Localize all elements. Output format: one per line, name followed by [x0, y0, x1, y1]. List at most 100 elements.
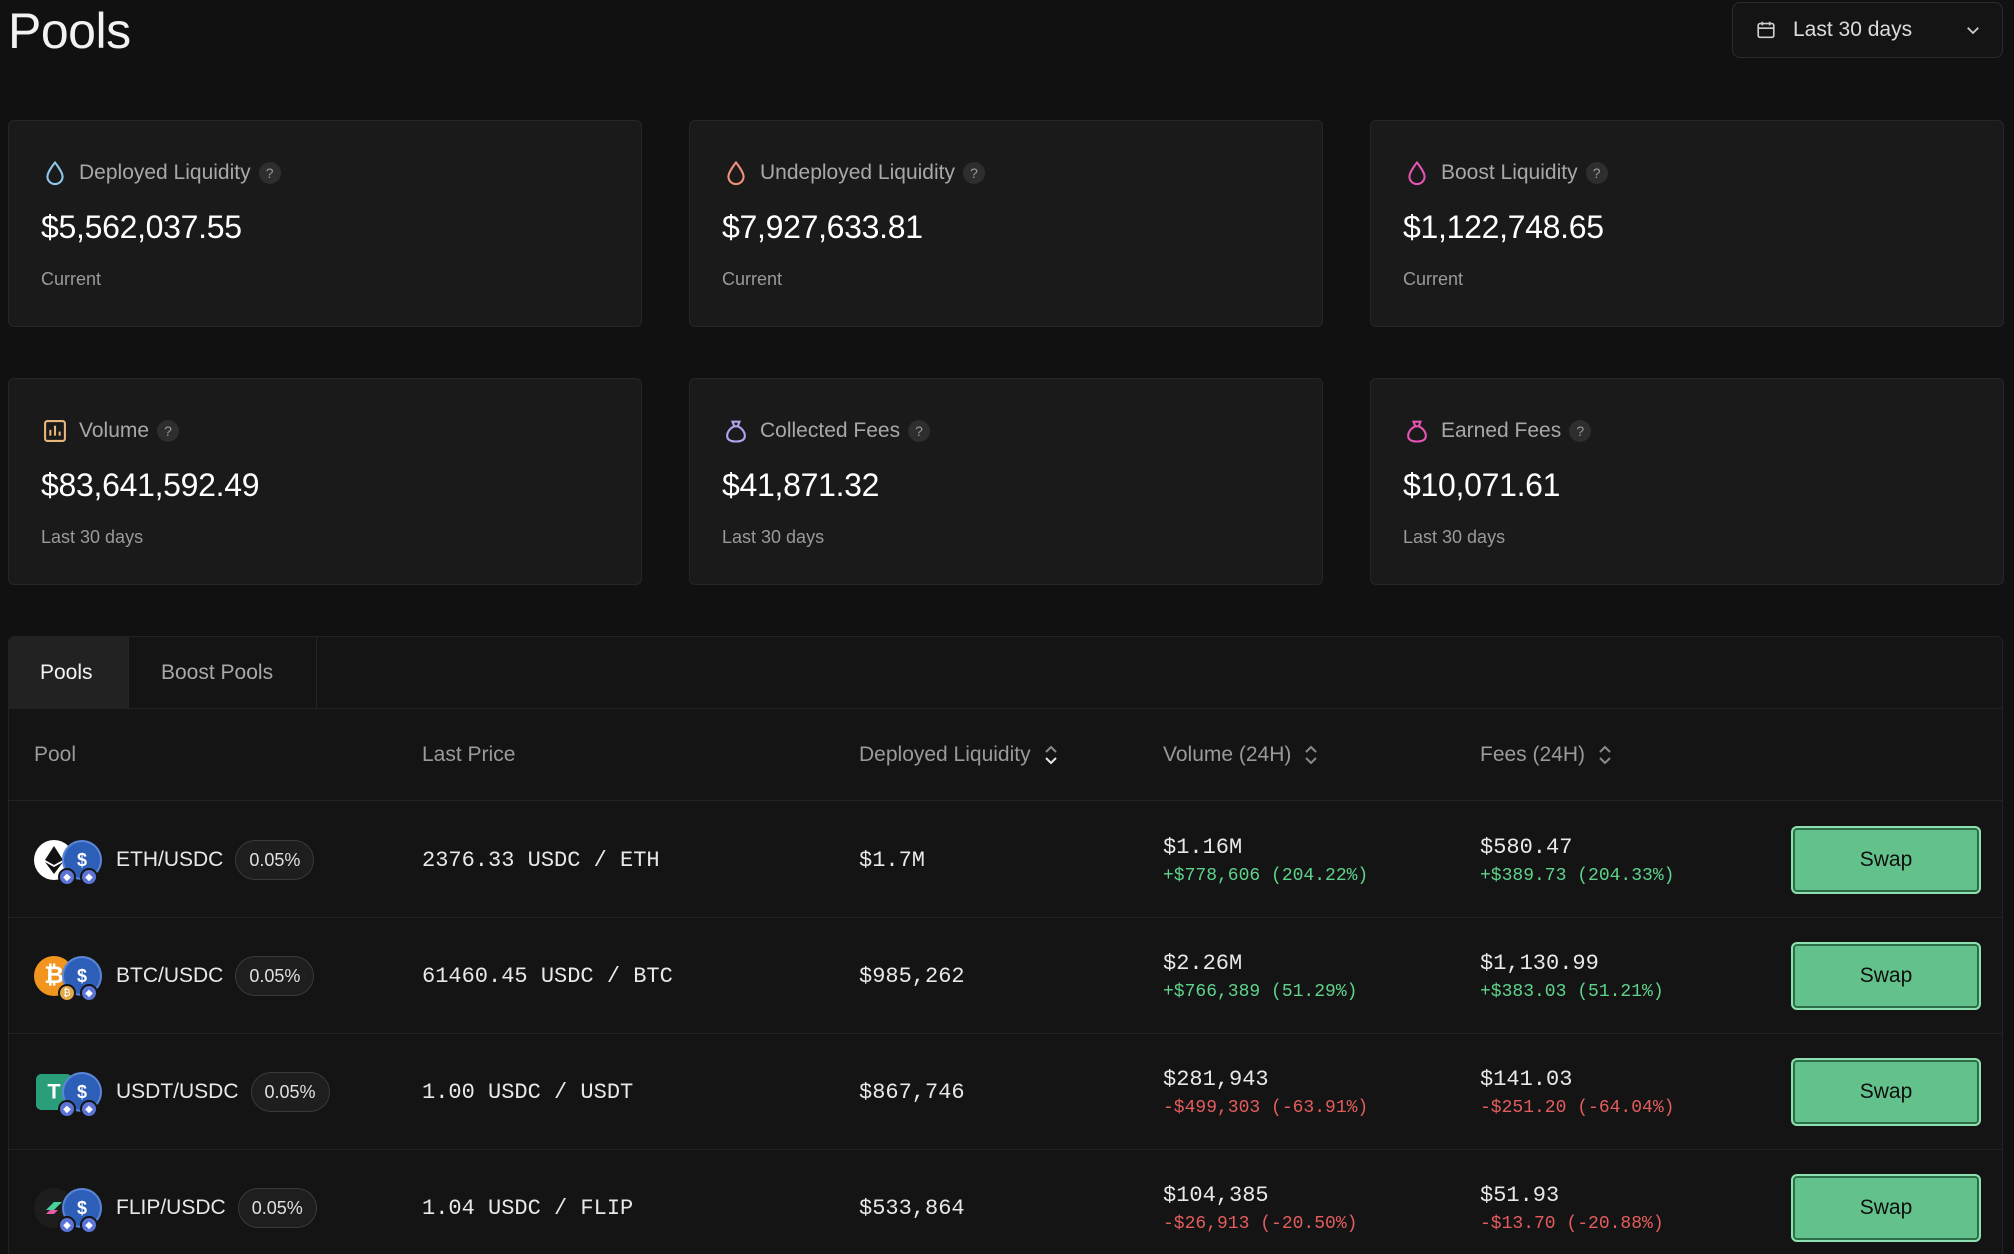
deployed-liquidity: $533,864: [859, 1195, 965, 1221]
column-header-label: Volume (24H): [1163, 743, 1292, 766]
chevron-down-icon: [1967, 27, 1979, 35]
fees-change: -$251.20 (-64.04%): [1480, 1097, 1675, 1118]
swap-button[interactable]: Swap: [1791, 826, 1981, 894]
stat-value: $41,871.32: [722, 467, 880, 503]
help-icon[interactable]: ?: [908, 420, 931, 442]
fee-tier-badge: 0.05%: [250, 1072, 330, 1112]
stat-label: Collected Fees: [760, 419, 901, 442]
fees-cell: $1,130.99 +$383.03 (51.21%): [1480, 918, 1664, 1034]
column-header-last-price: Last Price: [422, 743, 516, 766]
volume-cell: $1.16M +$778,606 (204.22%): [1163, 802, 1368, 918]
column-header-volume[interactable]: Volume (24H): [1163, 709, 1319, 801]
tab-pools[interactable]: Pools: [9, 637, 129, 709]
stat-label: Volume: [79, 419, 150, 442]
table-header: Pool Last Price Deployed Liquidity Volum…: [9, 709, 2002, 801]
column-header-deployed-liquidity[interactable]: Deployed Liquidity: [859, 709, 1059, 801]
last-price: 2376.33 USDC / ETH: [422, 847, 660, 873]
ethereum-chain-icon: ◆: [80, 984, 98, 1002]
stat-label: Earned Fees: [1441, 419, 1562, 442]
help-icon[interactable]: ?: [962, 162, 985, 184]
column-header-label: Fees (24H): [1480, 743, 1586, 766]
calendar-icon: [1757, 21, 1775, 39]
drop-icon: [727, 160, 745, 186]
pair-icons: $ ◆ ◆: [34, 1186, 106, 1234]
table-row[interactable]: T $ ◆ ◆ USDT/USDC 0.05% 1.00 USDC / USDT…: [9, 1034, 2002, 1150]
swap-button[interactable]: Swap: [1791, 1058, 1981, 1126]
pair-name: FLIP/USDC: [116, 1196, 226, 1219]
fee-tier-badge: 0.05%: [235, 840, 315, 880]
ethereum-chain-icon: ◆: [80, 868, 98, 886]
volume-change: +$778,606 (204.22%): [1163, 865, 1369, 886]
swap-button[interactable]: Swap: [1791, 942, 1981, 1010]
volume-value: $1.16M: [1163, 834, 1243, 860]
stat-card-collected-fees: Collected Fees ? $41,871.32 Last 30 days: [689, 378, 1323, 585]
pair-name: ETH/USDC: [116, 848, 224, 871]
fees-value: $141.03: [1480, 1066, 1573, 1092]
stat-label: Boost Liquidity: [1441, 161, 1578, 184]
pools-table-card: Pools Boost Pools Pool Last Price Deploy…: [8, 636, 2003, 1254]
fees-change: -$13.70 (-20.88%): [1480, 1213, 1664, 1234]
deployed-liquidity: $1.7M: [859, 847, 926, 873]
stat-card-earned-fees: Earned Fees ? $10,071.61 Last 30 days: [1370, 378, 2004, 585]
sort-icon: [1044, 745, 1057, 765]
fee-tier-badge: 0.05%: [235, 956, 315, 996]
table-row[interactable]: $ ◆ ◆ FLIP/USDC 0.05% 1.04 USDC / FLIP $…: [9, 1150, 2002, 1254]
deployed-liquidity: $867,746: [859, 1079, 965, 1105]
volume-value: $2.26M: [1163, 950, 1243, 976]
ethereum-chain-icon: ◆: [80, 1216, 98, 1234]
pool-cell: T $ ◆ ◆ USDT/USDC 0.05%: [34, 1034, 330, 1150]
stat-caption: Last 30 days: [1403, 527, 1506, 547]
stat-value: $83,641,592.49: [41, 467, 260, 503]
fee-tier-badge: 0.05%: [237, 1188, 317, 1228]
deployed-liquidity: $985,262: [859, 963, 965, 989]
volume-value: $281,943: [1163, 1066, 1269, 1092]
tab-boost-pools[interactable]: Boost Pools: [129, 637, 317, 709]
volume-cell: $2.26M +$766,389 (51.29%): [1163, 918, 1357, 1034]
fees-cell: $141.03 -$251.20 (-64.04%): [1480, 1034, 1674, 1150]
column-header-fees[interactable]: Fees (24H): [1480, 709, 1613, 801]
date-range-select[interactable]: Last 30 days: [1732, 2, 2003, 58]
fees-cell: $51.93 -$13.70 (-20.88%): [1480, 1150, 1664, 1254]
fees-change: +$383.03 (51.21%): [1480, 981, 1664, 1002]
volume-change: -$499,303 (-63.91%): [1163, 1097, 1369, 1118]
stat-value: $5,562,037.55: [41, 209, 242, 245]
date-range-label: Last 30 days: [1793, 18, 1913, 41]
fees-value: $1,130.99: [1480, 950, 1599, 976]
sort-icon: [1305, 745, 1318, 765]
stat-caption: Current: [1403, 269, 1464, 289]
volume-cell: $104,385 -$26,913 (-20.50%): [1163, 1150, 1357, 1254]
stat-value: $7,927,633.81: [722, 209, 923, 245]
pair-icons: $ ◆ ◆: [34, 838, 106, 886]
fees-change: +$389.73 (204.33%): [1480, 865, 1675, 886]
ethereum-chain-icon: ◆: [58, 1216, 76, 1234]
page-title: Pools: [8, 3, 131, 59]
last-price: 1.00 USDC / USDT: [422, 1079, 634, 1105]
stat-card-undeployed-liquidity: Undeployed Liquidity ? $7,927,633.81 Cur…: [689, 120, 1323, 327]
help-icon[interactable]: ?: [1585, 162, 1608, 184]
help-icon[interactable]: ?: [258, 162, 281, 184]
help-icon[interactable]: ?: [157, 420, 180, 442]
table-row[interactable]: ₿ $ ₿ ◆ BTC/USDC 0.05% 61460.45 USDC / B…: [9, 918, 2002, 1034]
ethereum-chain-icon: ◆: [58, 1100, 76, 1118]
fees-value: $580.47: [1480, 834, 1573, 860]
stat-value: $10,071.61: [1403, 467, 1561, 503]
help-icon[interactable]: ?: [1569, 420, 1592, 442]
stat-card-volume: Volume ? $83,641,592.49 Last 30 days: [8, 378, 642, 585]
stat-caption: Current: [41, 269, 102, 289]
table-row[interactable]: $ ◆ ◆ ETH/USDC 0.05% 2376.33 USDC / ETH …: [9, 802, 2002, 918]
last-price: 61460.45 USDC / BTC: [422, 963, 673, 989]
last-price: 1.04 USDC / FLIP: [422, 1195, 634, 1221]
pair-icons: ₿ $ ₿ ◆: [34, 954, 106, 1002]
volume-change: -$26,913 (-20.50%): [1163, 1213, 1358, 1234]
stat-caption: Last 30 days: [722, 527, 825, 547]
swap-button[interactable]: Swap: [1791, 1174, 1981, 1242]
stat-label: Undeployed Liquidity: [760, 161, 955, 184]
stat-value: $1,122,748.65: [1403, 209, 1604, 245]
fees-cell: $580.47 +$389.73 (204.33%): [1480, 802, 1674, 918]
volume-change: +$766,389 (51.29%): [1163, 981, 1358, 1002]
pair-name: USDT/USDC: [116, 1080, 239, 1103]
drop-icon: [46, 160, 64, 186]
pool-cell: $ ◆ ◆ ETH/USDC 0.05%: [34, 802, 315, 918]
volume-value: $104,385: [1163, 1182, 1269, 1208]
bitcoin-chain-icon: ₿: [58, 984, 76, 1002]
